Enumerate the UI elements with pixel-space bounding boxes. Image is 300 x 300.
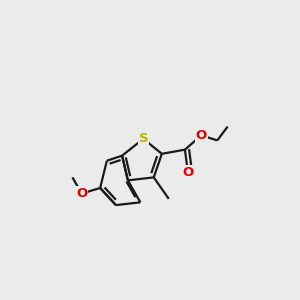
Text: S: S <box>139 132 148 145</box>
Text: O: O <box>76 187 87 200</box>
Text: O: O <box>196 129 207 142</box>
Text: O: O <box>182 166 194 179</box>
